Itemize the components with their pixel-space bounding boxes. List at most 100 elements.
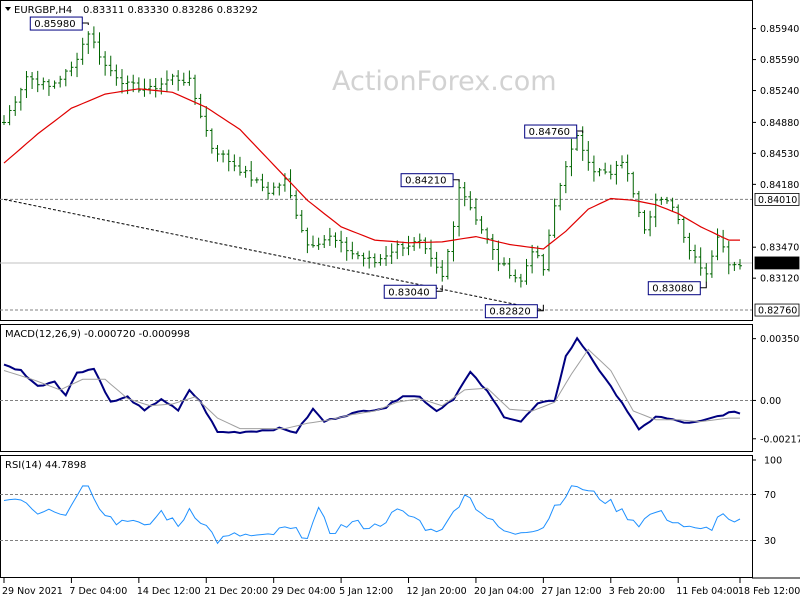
annotation-label: 0.84760 (529, 127, 570, 138)
rsi-tick-label: 100 (764, 456, 782, 467)
date-tick-label: 7 Dec 04:00 (69, 586, 127, 597)
price-tick-label: 0.85940 (760, 24, 799, 35)
ohlc-bar (176, 70, 181, 91)
ohlc-bar (41, 77, 46, 90)
ohlc-bar (726, 241, 731, 275)
sma-line (3, 88, 740, 250)
ohlc-bar (209, 128, 214, 154)
ohlc-bar (412, 237, 417, 251)
annotation-leader (576, 130, 584, 134)
ohlc-bar (181, 72, 186, 86)
ohlc-bar (327, 227, 332, 246)
ohlc-bar (232, 154, 237, 172)
ohlc-bar (215, 144, 220, 162)
macd-tick-label: -0.002176 (760, 434, 800, 445)
ohlc-bar (636, 190, 641, 218)
ohlc-bar (114, 64, 119, 86)
rsi-label: RSI(14) 44.7898 (5, 460, 86, 471)
annotation-label: 0.85980 (34, 19, 75, 30)
ohlc-bar (311, 235, 316, 248)
rsi-tick-label: 70 (764, 490, 776, 501)
ohlc-bar (648, 210, 653, 237)
price-level-box (754, 303, 800, 317)
ohlc-bar (142, 78, 147, 97)
ohlc-bar (24, 71, 29, 99)
annotation-label: 0.84210 (405, 176, 446, 187)
price-tick-label: 0.85590 (760, 55, 799, 66)
ohlc-bar (704, 263, 709, 283)
macd-tick-label: 0.003509 (760, 334, 800, 345)
ohlc-bar (614, 160, 619, 185)
ohlc-bar (530, 244, 535, 274)
price-tick-label: 0.84530 (760, 149, 799, 160)
ohlc-bar (108, 55, 113, 77)
collapse-triangle-icon[interactable] (5, 7, 11, 11)
ohlc-bar (136, 77, 141, 93)
date-tick-label: 29 Nov 2021 (2, 586, 63, 597)
ohlc-bar (266, 181, 271, 200)
price-overlay (3, 88, 740, 311)
ohlc-bar (715, 228, 720, 261)
ohlc-bar (187, 70, 192, 86)
date-tick-label: 27 Jan 12:00 (541, 586, 601, 597)
ohlc-bar (608, 164, 613, 180)
date-axis: 29 Nov 2021 7 Dec 04:00 14 Dec 12:00 21 Dec… (2, 578, 800, 597)
ohlc-bar (631, 171, 636, 198)
ohlc-bar (2, 115, 6, 126)
ohlc-bar (316, 237, 321, 250)
ohlc-bar (395, 240, 400, 260)
date-tick-label: 29 Dec 04:00 (272, 586, 336, 597)
ohlc-bar (63, 69, 68, 87)
ohlc-bar (164, 70, 169, 93)
ohlc-bar (204, 106, 209, 137)
price-tick-label: 0.83470 (760, 243, 799, 254)
ohlc-bar (670, 197, 675, 212)
ohlc-bar (271, 182, 276, 196)
price-level-box (754, 193, 800, 206)
ohlc-bar (221, 150, 226, 163)
ohlc-bar (552, 198, 557, 238)
ohlc-bar (159, 77, 164, 95)
ohlc-bar (664, 196, 669, 204)
ohlc-bar (294, 190, 299, 220)
ohlc-bar (524, 258, 529, 285)
ohlc-bar (479, 216, 484, 234)
macd-signal-line (3, 348, 740, 430)
rsi-panel-frame (0, 455, 753, 578)
ohlc-bar (659, 196, 664, 205)
ohlc-bar (597, 167, 602, 177)
ohlc-bar (350, 241, 355, 260)
ohlc-bar (52, 80, 57, 89)
ohlc-bar (97, 32, 102, 65)
ohlc-bar (620, 155, 625, 169)
annotation-label: 0.83040 (388, 287, 429, 298)
ohlc-bar (681, 216, 686, 243)
ohlc-bar (237, 156, 242, 176)
ohlc-bar (333, 232, 338, 248)
ohlc-bar (417, 233, 422, 249)
ohlc-bar (372, 253, 377, 268)
ohlc-bar (653, 193, 658, 228)
ohlc-bar (440, 260, 445, 282)
ohlc-bar (603, 162, 608, 175)
ohlc-bar (58, 75, 63, 88)
ohlc-bar (322, 235, 327, 249)
ohlc-bar (170, 73, 175, 86)
ohlc-bar (69, 61, 74, 77)
price-tick-label: 0.85240 (760, 86, 799, 97)
date-tick-label: 21 Dec 20:00 (204, 586, 268, 597)
ohlc-header: 0.83311 0.83330 0.83286 0.83292 (83, 5, 258, 16)
annotation-leader (82, 22, 89, 26)
date-tick-label: 5 Jan 12:00 (339, 586, 393, 597)
ohlc-bar (249, 161, 254, 187)
ohlc-bar (698, 247, 703, 276)
ohlc-bar (642, 210, 647, 234)
annotation-leader (700, 281, 707, 289)
ohlc-bar (445, 248, 450, 280)
annotation-box (647, 281, 701, 296)
ohlc-bar (502, 257, 507, 267)
ohlc-bar (586, 141, 591, 171)
rsi-plot: 100 70 30 (0, 456, 782, 547)
price-axis: 0.85940 0.85590 0.85240 0.84880 0.84530 0.841… (752, 24, 800, 317)
date-tick-label: 20 Jan 04:00 (474, 586, 534, 597)
